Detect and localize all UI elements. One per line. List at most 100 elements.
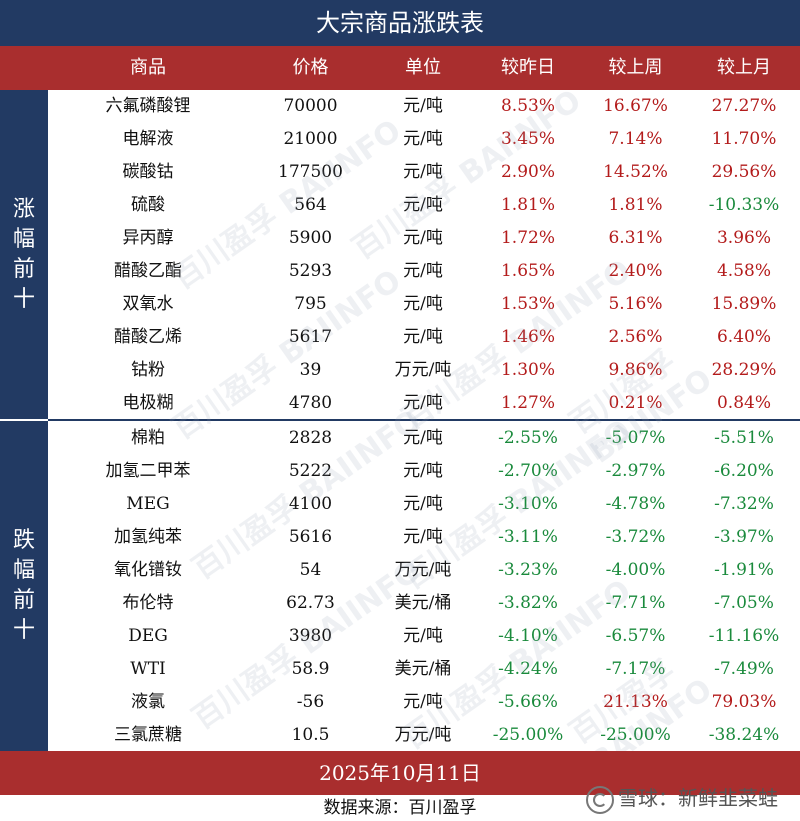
cell-unit: 万元/吨: [394, 560, 452, 580]
cell-day: 1.72%: [500, 228, 555, 248]
cell-price: -56: [296, 692, 325, 712]
table-row: 液氯 -56 元/吨 -5.66% 21.13% 79.03%: [48, 686, 800, 719]
table-row: 三氯蔗糖 10.5 万元/吨 -25.00% -25.00% -38.24%: [48, 719, 800, 752]
cell-week: 2.56%: [608, 327, 663, 347]
cell-name: 三氯蔗糖: [114, 725, 182, 745]
cell-week: 7.14%: [608, 129, 663, 149]
cell-week: 16.67%: [603, 96, 668, 116]
table-row: 加氢纯苯 5616 元/吨 -3.11% -3.72% -3.97%: [48, 521, 800, 554]
cell-price: 58.9: [291, 659, 330, 679]
cell-unit: 元/吨: [403, 428, 443, 448]
report-date: 2025年10月11日: [0, 751, 800, 795]
header-price: 价格: [292, 57, 329, 78]
table-row: 布伦特 62.73 美元/桶 -3.82% -7.71% -7.05%: [48, 587, 800, 620]
cell-day: -4.24%: [498, 659, 558, 679]
cell-price: 21000: [283, 129, 338, 149]
header-commodity: 商品: [130, 57, 166, 78]
cell-month: -11.16%: [708, 626, 780, 646]
cell-price: 564: [294, 195, 327, 215]
cell-unit: 元/吨: [403, 494, 443, 514]
cell-unit: 元/吨: [403, 393, 443, 413]
header-vs-yesterday: 较昨日: [501, 57, 555, 78]
cell-unit: 元/吨: [403, 626, 443, 646]
cell-month: 0.84%: [716, 393, 771, 413]
table-header: 商品 价格 单位 较昨日 较上周 较上月: [0, 46, 800, 90]
cell-name: 醋酸乙烯: [114, 327, 182, 347]
cell-unit: 元/吨: [403, 261, 443, 281]
cell-name: 钴粉: [131, 360, 165, 380]
cell-price: 5222: [288, 461, 333, 481]
cell-name: 双氧水: [122, 294, 174, 314]
cell-day: -2.55%: [498, 428, 558, 448]
cell-name: WTI: [130, 659, 166, 679]
cell-month: 15.89%: [711, 294, 777, 314]
cell-month: 28.29%: [711, 360, 777, 380]
cell-day: 1.30%: [500, 360, 555, 380]
table-row: 双氧水 795 元/吨 1.53% 5.16% 15.89%: [48, 288, 800, 321]
header-unit: 单位: [405, 57, 441, 78]
cell-unit: 元/吨: [403, 129, 443, 149]
cell-week: -5.07%: [605, 428, 666, 448]
cell-day: 1.53%: [500, 294, 555, 314]
cell-unit: 元/吨: [403, 162, 443, 182]
cell-name: 碳酸钴: [122, 162, 174, 182]
cell-month: -7.32%: [714, 494, 774, 514]
cell-name: 异丙醇: [122, 228, 174, 248]
cell-day: 8.53%: [500, 96, 555, 116]
cell-unit: 元/吨: [403, 228, 443, 248]
cell-unit: 元/吨: [403, 96, 443, 116]
cell-unit: 元/吨: [403, 327, 443, 347]
cell-month: 3.96%: [716, 228, 771, 248]
cell-week: 1.81%: [608, 195, 663, 215]
cell-week: -7.17%: [605, 659, 666, 679]
cell-price: 3980: [288, 626, 333, 646]
cell-week: -4.00%: [605, 560, 666, 580]
table-row: 棉粕 2828 元/吨 -2.55% -5.07% -5.51%: [48, 422, 800, 455]
cell-price: 5293: [288, 261, 333, 281]
cell-month: 6.40%: [716, 327, 771, 347]
cell-name: 棉粕: [131, 428, 165, 448]
cell-day: 1.81%: [500, 195, 555, 215]
cell-month: -1.91%: [714, 560, 774, 580]
cell-unit: 美元/桶: [394, 593, 452, 613]
cell-week: 14.52%: [603, 162, 668, 182]
cell-name: 六氟磷酸锂: [105, 96, 191, 116]
cell-day: 1.65%: [500, 261, 555, 281]
cell-month: 79.03%: [711, 692, 777, 712]
cell-month: -7.05%: [714, 593, 774, 613]
table-row: MEG 4100 元/吨 -3.10% -4.78% -7.32%: [48, 488, 800, 521]
cell-month: -6.20%: [714, 461, 774, 481]
header-vs-last-week: 较上周: [608, 57, 663, 78]
cell-month: -7.49%: [714, 659, 774, 679]
cell-price: 62.73: [286, 593, 335, 613]
cell-day: 1.46%: [500, 327, 555, 347]
cell-week: -6.57%: [605, 626, 666, 646]
cell-unit: 元/吨: [403, 195, 443, 215]
cell-price: 177500: [278, 162, 343, 182]
cell-price: 39: [299, 360, 322, 380]
cell-name: 醋酸乙酯: [114, 261, 182, 281]
table-row: 钴粉 39 万元/吨 1.30% 9.86% 28.29%: [48, 354, 800, 387]
cell-day: -2.70%: [498, 461, 558, 481]
cell-unit: 美元/桶: [394, 659, 452, 679]
table-row: 氧化镨钕 54 万元/吨 -3.23% -4.00% -1.91%: [48, 554, 800, 587]
header-vs-last-month: 较上月: [717, 57, 771, 78]
cell-name: MEG: [126, 494, 170, 514]
cell-price: 70000: [283, 96, 338, 116]
cell-unit: 元/吨: [403, 461, 443, 481]
losers-label: 跌幅前十: [0, 421, 48, 751]
table-row: WTI 58.9 美元/桶 -4.24% -7.17% -7.49%: [48, 653, 800, 686]
cell-week: 6.31%: [608, 228, 663, 248]
table-row: DEG 3980 元/吨 -4.10% -6.57% -11.16%: [48, 620, 800, 653]
snowball-logo-icon: [586, 785, 614, 814]
cell-month: 29.56%: [711, 162, 777, 182]
cell-month: -5.51%: [714, 428, 774, 448]
cell-price: 54: [299, 560, 322, 580]
cell-name: 电极糊: [122, 393, 174, 413]
cell-month: 4.58%: [716, 261, 771, 281]
cell-day: -3.82%: [498, 593, 558, 613]
cell-week: -25.00%: [600, 725, 671, 745]
cell-day: -3.10%: [498, 494, 558, 514]
cell-week: -2.97%: [605, 461, 666, 481]
cell-price: 2828: [288, 428, 333, 448]
